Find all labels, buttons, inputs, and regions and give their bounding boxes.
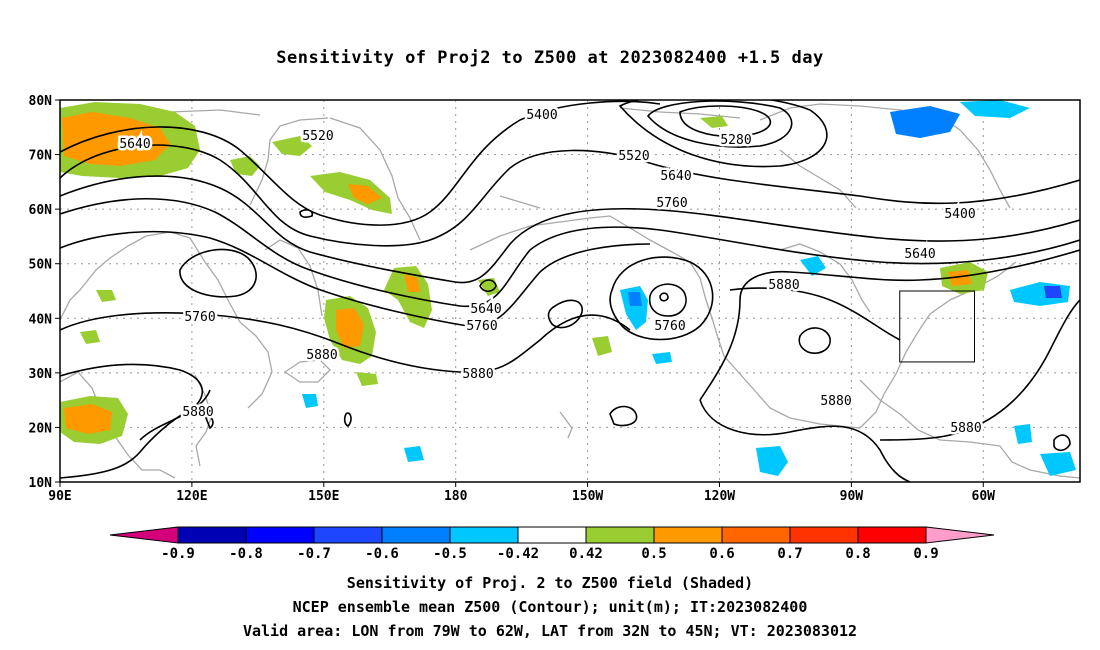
contour-label: 5760 [184, 310, 215, 325]
colorbar-swatch [449, 526, 519, 544]
colorbar-tick-label: 0.42 [569, 546, 603, 562]
colorbar-swatch [177, 526, 247, 544]
x-tick-label: 150W [572, 489, 603, 504]
contour-label: 5640 [470, 302, 501, 317]
sensitivity-shading [60, 100, 1076, 476]
colorbar-swatch [857, 526, 927, 544]
colorbar-extend-low [109, 526, 179, 544]
colorbar-tick-label: -0.5 [433, 546, 467, 562]
y-tick-label: 70N [29, 149, 53, 164]
colorbar-tick-label: -0.9 [161, 546, 195, 562]
colorbar-tick-label: 0.5 [641, 546, 666, 562]
contour-label: 5400 [526, 108, 557, 123]
contour-label: 5640 [119, 137, 150, 152]
colorbar-tick-label: 0.9 [913, 546, 938, 562]
colorbar-swatch [721, 526, 791, 544]
y-tick-label: 80N [29, 94, 53, 109]
contour-label: 5880 [820, 394, 851, 409]
x-tick-label: 60W [972, 489, 996, 504]
colorbar-swatch [313, 526, 383, 544]
x-tick-label: 90E [48, 489, 71, 504]
colorbar-swatch [789, 526, 859, 544]
x-tick-label: 90W [840, 489, 864, 504]
colorbar-extend-high [925, 526, 995, 544]
z500-contours [60, 100, 1080, 482]
contour-label: 5640 [904, 247, 935, 262]
contour-label: 5880 [306, 348, 337, 363]
colorbar-tick-label: 0.8 [845, 546, 870, 562]
colorbar-tick-label: 0.6 [709, 546, 734, 562]
map-axes: 90E 120E 150E 180 150W 120W 90W 60W 10N 20N 30N 40N… [29, 94, 996, 504]
contour-label: 5760 [466, 319, 497, 334]
contour-label: 5400 [944, 207, 975, 222]
x-tick-label: 180 [444, 489, 468, 504]
colorbar-tick-label: -0.7 [297, 546, 331, 562]
contour-labels: 5400 5280 5520 5640 5760 5640 5520 5400 … [117, 106, 984, 439]
valid-area-box [899, 290, 975, 363]
map-title: Sensitivity of Proj2 to Z500 at 20230824… [276, 48, 824, 68]
y-tick-label: 50N [29, 258, 53, 273]
caption-line-2: NCEP ensemble mean Z500 (Contour); unit(… [292, 598, 808, 616]
y-tick-label: 60N [29, 203, 53, 218]
contour-label: 5280 [720, 133, 751, 148]
colorbar-tick-label: -0.8 [229, 546, 263, 562]
y-tick-label: 10N [29, 476, 53, 491]
contour-label: 5760 [654, 319, 685, 334]
x-tick-label: 150E [308, 489, 339, 504]
contour-label: 5880 [768, 278, 799, 293]
gridlines [60, 100, 1080, 482]
y-tick-label: 40N [29, 312, 53, 327]
colorbar-swatch [653, 526, 723, 544]
colorbar-tick-label: -0.6 [365, 546, 399, 562]
contour-label: 5640 [660, 169, 691, 184]
caption-line-1: Sensitivity of Proj. 2 to Z500 field (Sh… [346, 574, 754, 592]
y-tick-label: 30N [29, 367, 53, 382]
y-tick-label: 20N [29, 421, 53, 436]
coastlines [60, 103, 1080, 479]
contour-label: 5520 [618, 149, 649, 164]
contour-label: 5880 [950, 421, 981, 436]
colorbar-swatch [585, 526, 655, 544]
colorbar-tick-label: -0.42 [497, 546, 539, 562]
colorbar-swatch [381, 526, 451, 544]
plot-frame [59, 99, 1081, 483]
colorbar-swatch [245, 526, 315, 544]
x-tick-label: 120W [704, 489, 735, 504]
colorbar-tick-label: 0.7 [777, 546, 802, 562]
colorbar: -0.9 -0.8 -0.7 -0.6 -0.5 -0.42 0.42 0.5 0.6 0.7 0.… [109, 526, 995, 562]
x-tick-label: 120E [176, 489, 207, 504]
contour-label: 5760 [656, 196, 687, 211]
contour-label: 5880 [182, 405, 213, 420]
colorbar-swatch [517, 526, 587, 544]
contour-label: 5880 [462, 367, 493, 382]
caption-line-3: Valid area: LON from 79W to 62W, LAT fro… [242, 622, 858, 640]
contour-label: 5520 [302, 129, 333, 144]
